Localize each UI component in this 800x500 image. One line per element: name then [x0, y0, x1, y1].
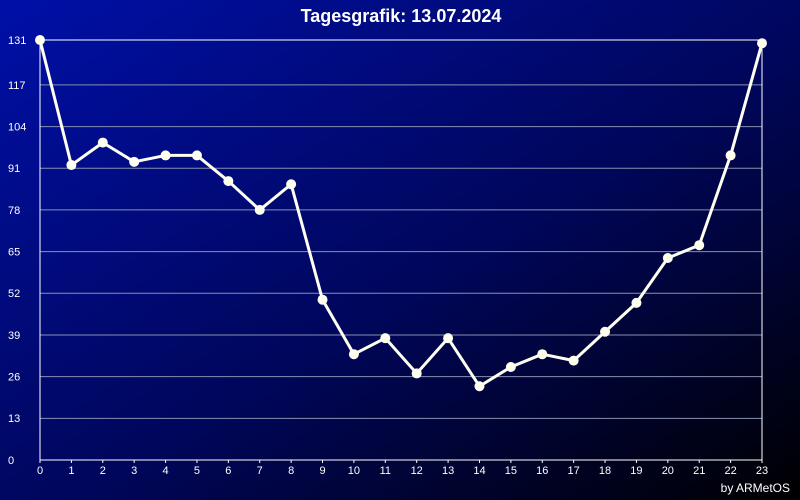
x-tick-label: 18: [599, 465, 611, 477]
data-point: [757, 38, 767, 49]
data-point: [97, 137, 108, 148]
y-tick-label: 13: [8, 413, 20, 425]
y-tick-label: 39: [8, 330, 20, 342]
y-tick-label: 65: [8, 247, 20, 259]
plot-border: [39, 39, 763, 461]
x-tick-label: 13: [442, 465, 454, 477]
x-tick-label: 5: [194, 465, 200, 477]
x-tick-label: 21: [693, 465, 705, 477]
x-tick-label: 2: [100, 465, 106, 477]
y-tick-label: 78: [8, 205, 20, 217]
x-tick-label: 12: [411, 465, 423, 477]
data-point: [254, 204, 265, 215]
data-point: [129, 156, 140, 167]
data-point: [223, 176, 234, 187]
y-tick-label: 0: [8, 455, 14, 467]
data-point: [160, 150, 171, 161]
x-tick-label: 20: [662, 465, 674, 477]
x-tick-label: 8: [288, 465, 294, 477]
data-point: [35, 35, 45, 45]
x-tick-label: 14: [473, 465, 485, 477]
x-tick-label: 1: [68, 465, 74, 477]
data-point: [694, 240, 705, 251]
x-tick-label: 15: [505, 465, 517, 477]
data-point: [474, 381, 485, 392]
data-point: [631, 297, 642, 308]
data-point: [66, 160, 77, 171]
x-tick-label: 22: [724, 465, 736, 477]
y-tick-label: 104: [8, 121, 26, 133]
x-tick-label: 23: [756, 465, 768, 477]
data-point: [505, 362, 516, 373]
y-tick-label: 26: [8, 372, 20, 384]
data-point: [443, 333, 454, 344]
data-point: [317, 294, 328, 305]
y-tick-label: 91: [8, 163, 20, 175]
data-point: [537, 349, 548, 360]
x-tick-label: 19: [630, 465, 642, 477]
data-point: [286, 179, 297, 190]
data-point: [411, 368, 422, 379]
data-point: [191, 150, 202, 161]
x-tick-label: 4: [163, 465, 169, 477]
data-point: [348, 349, 359, 360]
credit: by ARMetOS: [721, 481, 790, 495]
x-tick-label: 6: [225, 465, 231, 477]
x-tick-label: 7: [257, 465, 263, 477]
y-tick-label: 117: [8, 80, 26, 92]
x-tick-label: 9: [319, 465, 325, 477]
data-point: [600, 326, 611, 337]
x-tick-label: 0: [37, 465, 43, 477]
y-tick-label: 52: [8, 288, 20, 300]
chart-title: Tagesgrafik: 13.07.2024: [301, 6, 502, 26]
x-tick-label: 16: [536, 465, 548, 477]
series-line: [38, 39, 764, 388]
data-point: [725, 150, 736, 161]
data-point: [568, 355, 579, 366]
data-point: [380, 333, 391, 344]
x-tick-label: 3: [131, 465, 137, 477]
x-tick-label: 11: [380, 465, 391, 477]
x-tick-label: 17: [568, 465, 580, 477]
data-point: [662, 253, 673, 264]
y-tick-label: 131: [8, 35, 26, 47]
x-tick-label: 10: [348, 465, 360, 477]
